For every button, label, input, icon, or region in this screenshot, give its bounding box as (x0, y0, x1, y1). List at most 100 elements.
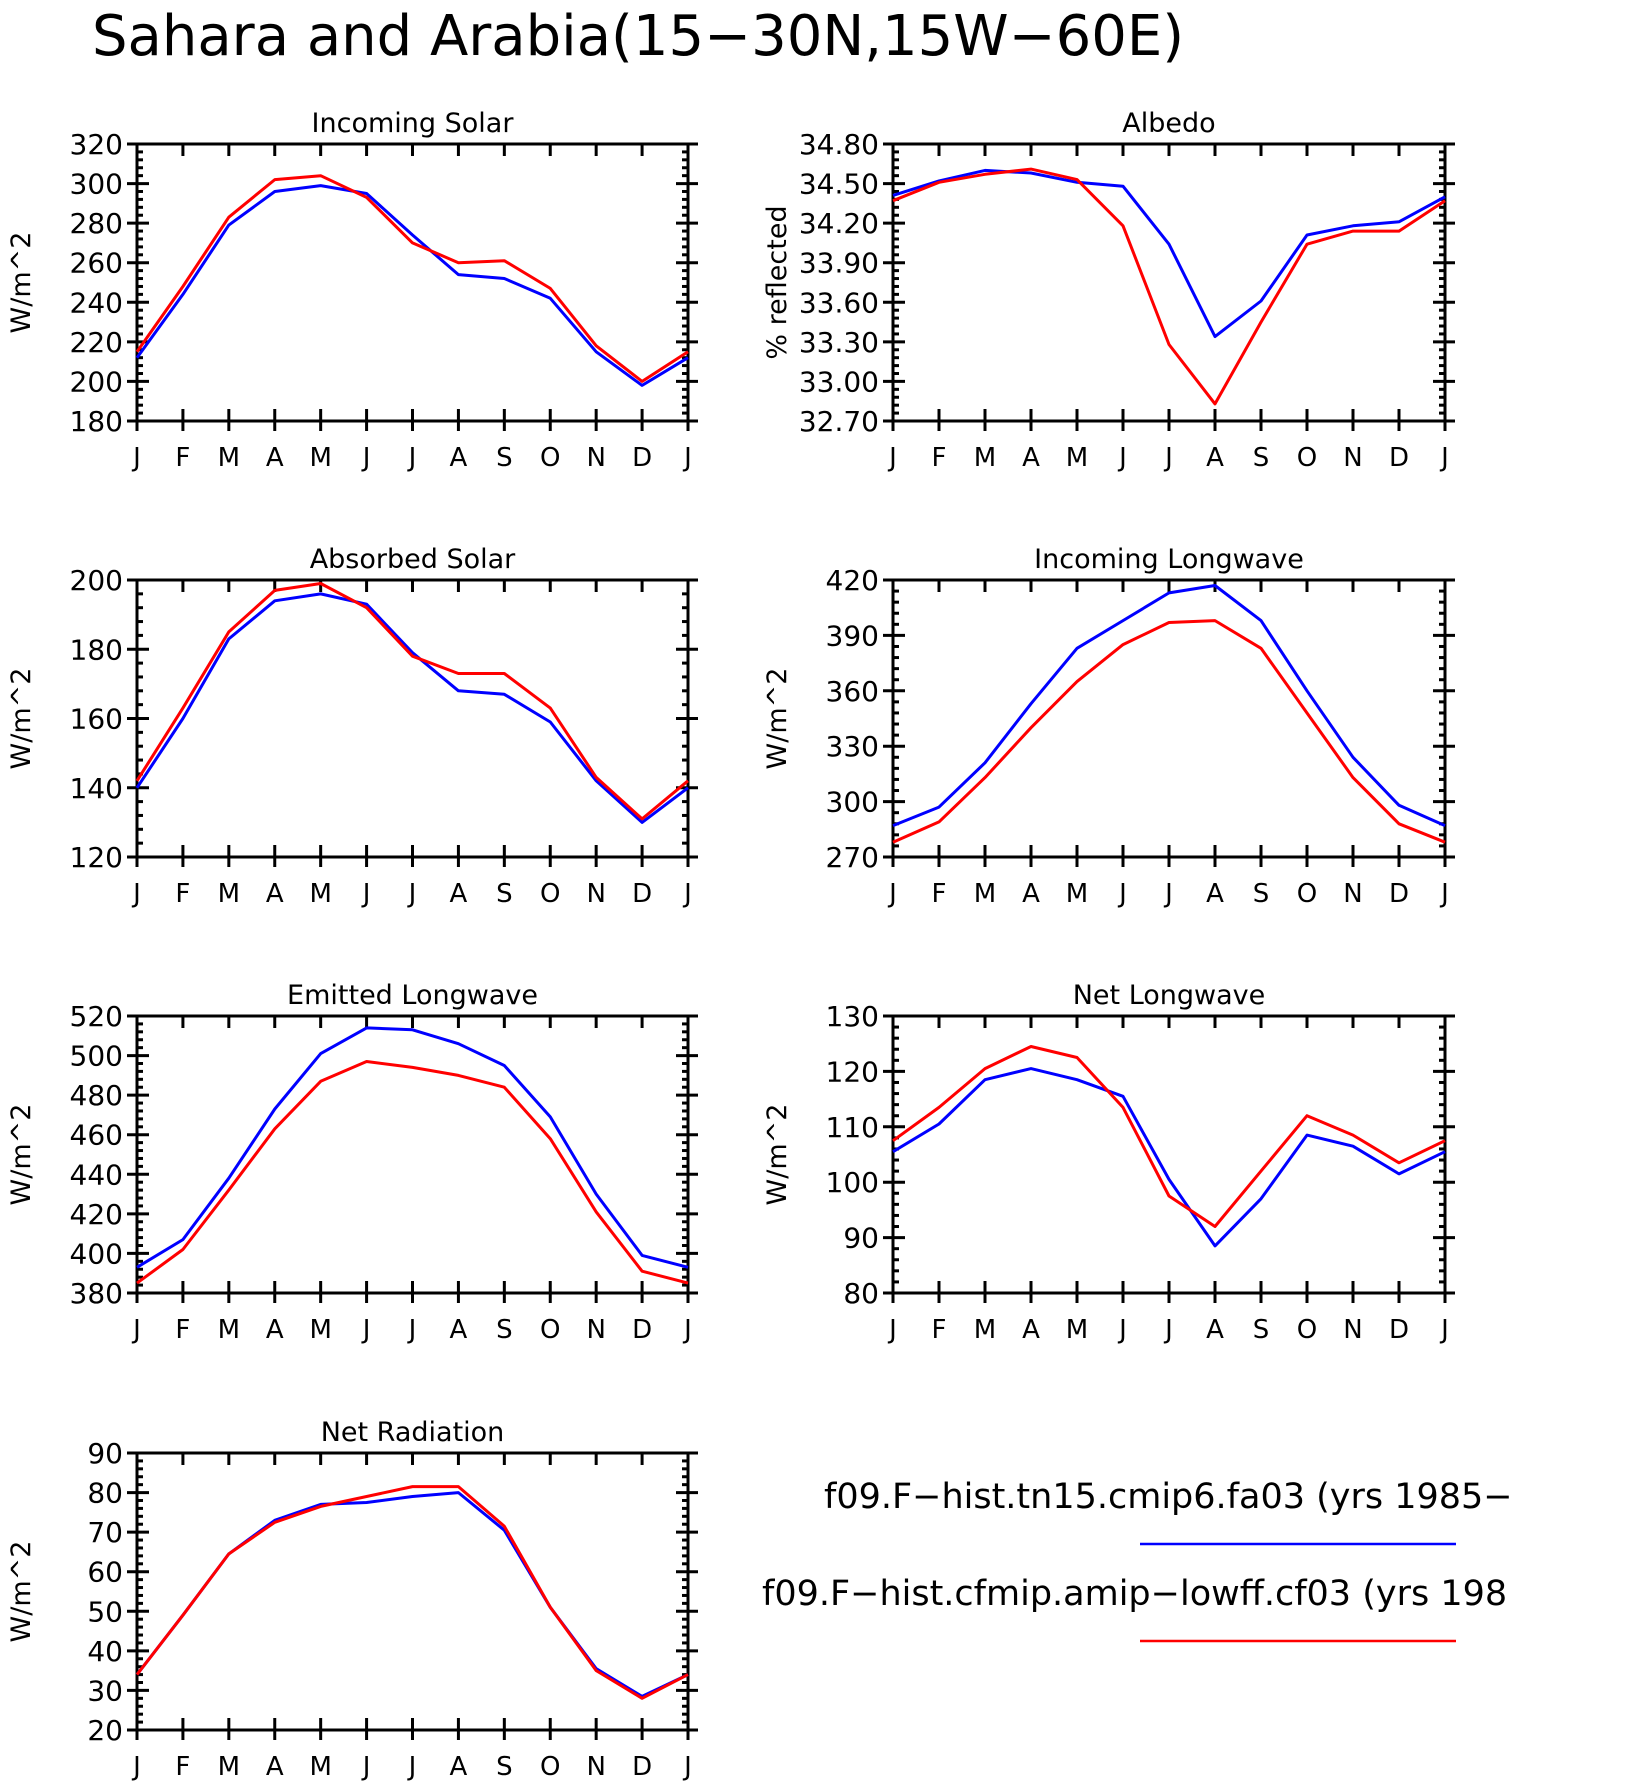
net-radiation-ytick-label: 40 (87, 1635, 123, 1668)
incoming-longwave-month-label: J (1163, 879, 1173, 909)
emitted-longwave-month-label: S (496, 1315, 513, 1345)
incoming-longwave-month-label: A (1022, 879, 1040, 909)
absorbed-solar-month-label: J (131, 879, 141, 909)
emitted-longwave-month-label: N (586, 1315, 605, 1345)
albedo-month-label: M (974, 443, 996, 473)
absorbed-solar-ytick-label: 200 (70, 564, 123, 597)
emitted-longwave-month-label: J (131, 1315, 141, 1345)
incoming-longwave-ytick-label: 360 (826, 675, 879, 708)
incoming-longwave-month-label: M (974, 879, 996, 909)
absorbed-solar-ylabel: W/m^2 (6, 668, 37, 770)
incoming-solar-month-label: J (131, 443, 141, 473)
albedo-ytick-label: 33.60 (799, 286, 879, 319)
emitted-longwave-month-label: J (361, 1315, 371, 1345)
absorbed-solar-month-label: M (309, 879, 331, 909)
net-longwave-ytick-label: 120 (826, 1055, 879, 1088)
absorbed-solar-ytick-label: 120 (70, 841, 123, 874)
incoming-solar-ytick-label: 260 (70, 247, 123, 280)
albedo-month-label: J (1163, 443, 1173, 473)
emitted-longwave-month-label: O (540, 1315, 560, 1345)
net-radiation-month-label: F (175, 1752, 190, 1782)
incoming-solar-title: Incoming Solar (312, 108, 515, 139)
emitted-longwave-series-red-line (136, 1060, 689, 1285)
albedo-month-label: D (1389, 443, 1409, 473)
net-longwave-month-label: M (1066, 1315, 1088, 1345)
net-longwave-month-label: A (1206, 1315, 1224, 1345)
net-longwave-ylabel: W/m^2 (762, 1104, 793, 1206)
incoming-solar-ytick-label: 300 (70, 168, 123, 201)
albedo-ytick-label: 33.90 (799, 247, 879, 280)
absorbed-solar-series-red-line (135, 582, 689, 821)
emitted-longwave-month-label: F (175, 1315, 190, 1345)
absorbed-solar-month-label: J (407, 879, 417, 909)
albedo-series-blue-line (892, 168, 1446, 339)
emitted-longwave-month-label: A (450, 1315, 468, 1345)
absorbed-solar-month-label: A (266, 879, 284, 909)
net-longwave-month-label: J (887, 1315, 897, 1345)
net-longwave-ytick-label: 130 (826, 1000, 879, 1033)
albedo-month-label: J (887, 443, 897, 473)
main-title: Sahara and Arabia(15−30N,15W−60E) (92, 4, 1184, 69)
incoming-longwave-series-red-line (892, 619, 1446, 844)
incoming-longwave-ytick-label: 390 (826, 619, 879, 652)
albedo-ytick-label: 33.30 (799, 326, 879, 359)
incoming-solar-plot-frame (135, 142, 690, 423)
net-longwave-ytick-label: 80 (843, 1277, 879, 1310)
absorbed-solar-ytick-label: 180 (70, 633, 123, 666)
incoming-longwave-ytick-label: 300 (826, 786, 879, 819)
net-radiation-ytick-label: 30 (87, 1674, 123, 1707)
albedo-series-red-line (892, 167, 1446, 406)
incoming-longwave-month-label: S (1253, 879, 1270, 909)
net-radiation-month-label: S (496, 1752, 513, 1782)
emitted-longwave-ytick-label: 400 (70, 1237, 123, 1270)
net-radiation-month-label: A (266, 1752, 284, 1782)
incoming-solar-month-label: J (407, 443, 417, 473)
net-radiation-ylabel: W/m^2 (6, 1541, 37, 1643)
albedo-month-label: O (1297, 443, 1317, 473)
legend-label-blue: f09.F−hist.tn15.cmip6.fa03 (yrs 1985− (824, 1477, 1513, 1517)
absorbed-solar-ytick-label: 140 (70, 772, 123, 805)
emitted-longwave-month-label: A (266, 1315, 284, 1345)
net-longwave-month-label: S (1253, 1315, 1270, 1345)
net-longwave-month-label: F (932, 1315, 947, 1345)
albedo-ylabel: % reflected (762, 205, 793, 359)
incoming-solar-ylabel: W/m^2 (6, 232, 37, 334)
incoming-longwave-ytick-label: 420 (826, 564, 879, 597)
emitted-longwave-series-blue-line (136, 1026, 689, 1269)
net-longwave-month-label: D (1389, 1315, 1409, 1345)
absorbed-solar-month-label: J (361, 879, 371, 909)
absorbed-solar-plot-frame (135, 578, 690, 859)
incoming-solar-month-label: M (218, 443, 240, 473)
emitted-longwave-ytick-label: 480 (70, 1079, 123, 1112)
net-radiation-ytick-label: 80 (87, 1477, 123, 1510)
net-radiation-month-label: M (218, 1752, 240, 1782)
albedo-month-label: N (1343, 443, 1362, 473)
net-radiation-month-label: J (407, 1752, 417, 1782)
albedo-ytick-label: 32.70 (799, 405, 879, 438)
emitted-longwave-ylabel: W/m^2 (6, 1104, 37, 1206)
incoming-solar-month-label: M (309, 443, 331, 473)
absorbed-solar-month-label: A (450, 879, 468, 909)
net-longwave-month-label: J (1439, 1315, 1449, 1345)
incoming-longwave-month-label: O (1297, 879, 1317, 909)
emitted-longwave-ytick-label: 460 (70, 1119, 123, 1152)
incoming-solar-month-label: A (450, 443, 468, 473)
net-radiation-month-label: A (450, 1752, 468, 1782)
net-longwave-series-red-line (892, 1045, 1446, 1228)
net-radiation-month-label: N (586, 1752, 605, 1782)
incoming-longwave-ylabel: W/m^2 (762, 668, 793, 770)
net-longwave-ytick-label: 110 (826, 1111, 879, 1144)
absorbed-solar-month-label: J (682, 879, 692, 909)
absorbed-solar-series-blue-line (135, 592, 689, 824)
emitted-longwave-month-label: J (407, 1315, 417, 1345)
net-radiation-ytick-label: 90 (87, 1437, 123, 1470)
net-longwave-month-label: O (1297, 1315, 1317, 1345)
albedo-ytick-label: 34.80 (799, 128, 879, 161)
emitted-longwave-month-label: M (218, 1315, 240, 1345)
incoming-solar-month-label: N (586, 443, 605, 473)
albedo-ytick-label: 34.50 (799, 168, 879, 201)
